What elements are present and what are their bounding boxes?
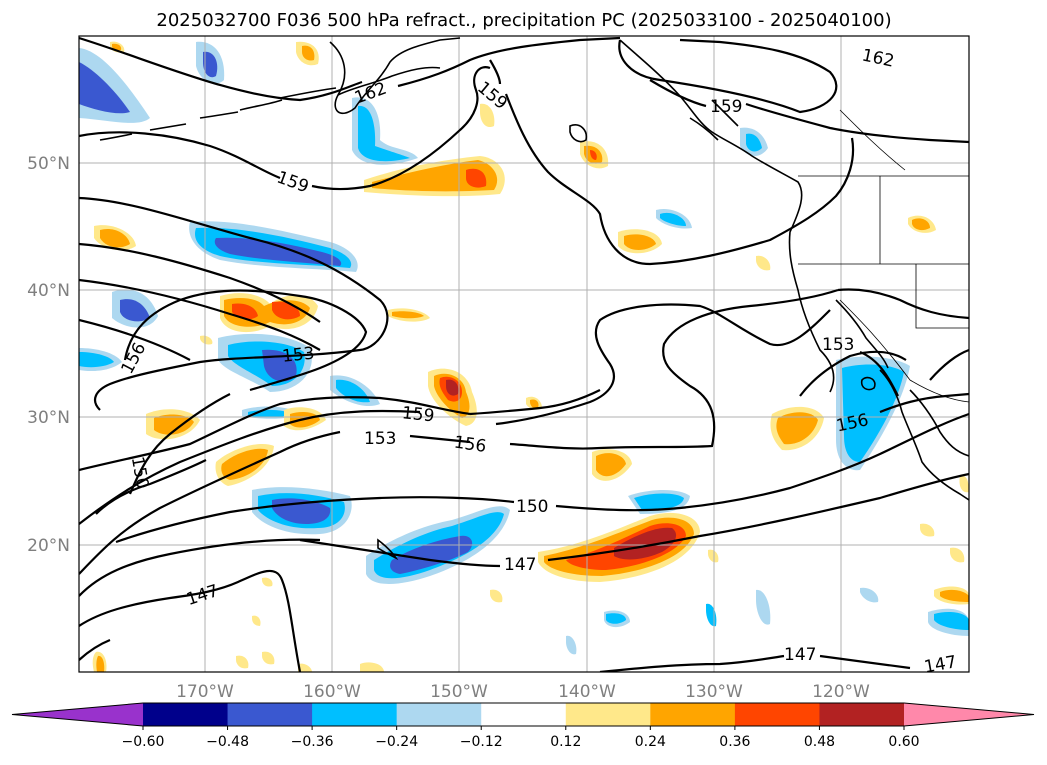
contour-162 [79, 36, 363, 102]
longitude-labels: 170°W 160°W 150°W 140°W 130°W 120°W [176, 682, 870, 702]
colorbar-tick-label: 0.48 [804, 734, 835, 750]
lon-label: 140°W [558, 682, 616, 702]
lon-label: 170°W [176, 682, 234, 702]
colorbar-tick-label: 0.60 [888, 734, 919, 750]
lat-label: 30°N [27, 408, 70, 428]
contour-147 [79, 569, 302, 672]
colorbar-tick-label: −0.24 [375, 734, 418, 750]
lon-label: 150°W [430, 682, 488, 702]
lat-label: 40°N [27, 281, 70, 301]
map-panel: 162 162 159 159 159 159 159 156 156 156 … [27, 35, 970, 702]
height-contours [79, 36, 969, 672]
colorbar-segment [819, 703, 905, 726]
colorbar-tick-label: −0.36 [291, 734, 334, 750]
colorbar-segment [481, 703, 567, 726]
map-frame [78, 35, 970, 673]
figure-title: 2025032700 F036 500 hPa refract., precip… [156, 10, 891, 31]
contour-label: 147 [784, 645, 816, 665]
colorbar-segment [396, 703, 482, 726]
colorbar-segment [565, 703, 651, 726]
colorbar: −0.60 −0.48 −0.36 −0.24 −0.12 0.12 0.24 0.36 0.4… [11, 702, 1035, 750]
contour-label: 153 [281, 344, 315, 367]
precip-anomaly-fills [79, 41, 969, 672]
colorbar-tick-label: −0.60 [122, 734, 165, 750]
contour-label: 159 [401, 403, 435, 426]
contour-label: 153 [364, 429, 396, 449]
lat-label: 20°N [27, 536, 70, 556]
colorbar-tick-label: −0.48 [206, 734, 249, 750]
contour-label: 156 [453, 433, 488, 457]
colorbar-segment [143, 703, 229, 726]
contour-label: 159 [710, 97, 742, 117]
lon-label: 160°W [303, 682, 361, 702]
contour-150 [115, 496, 515, 544]
contour-156 [79, 196, 389, 411]
lon-label: 130°W [685, 682, 743, 702]
lon-label: 120°W [812, 682, 870, 702]
lat-label: 50°N [27, 154, 70, 174]
colorbar-extend-low [12, 703, 143, 726]
colorbar-extend-high [904, 703, 1034, 726]
colorbar-segment [312, 703, 398, 726]
contour-label: 153 [822, 335, 854, 355]
contour-label: 147 [923, 652, 958, 677]
colorbar-segment [650, 703, 736, 726]
contour-label-group: 162 162 159 159 159 159 159 156 156 156 … [117, 45, 958, 677]
latitude-labels: 50°N 40°N 30°N 20°N [27, 154, 70, 556]
colorbar-segment [227, 703, 313, 726]
colorbar-tick-label: −0.12 [460, 734, 503, 750]
colorbar-tick-label: 0.12 [550, 734, 581, 750]
contour-159 [79, 131, 281, 180]
contour-label: 147 [504, 555, 536, 575]
colorbar-tick-label: 0.36 [719, 734, 750, 750]
political-borders [798, 109, 969, 403]
colorbar-segment [734, 703, 820, 726]
contour-label: 150 [516, 497, 548, 517]
colorbar-tick-label: 0.24 [635, 734, 666, 750]
